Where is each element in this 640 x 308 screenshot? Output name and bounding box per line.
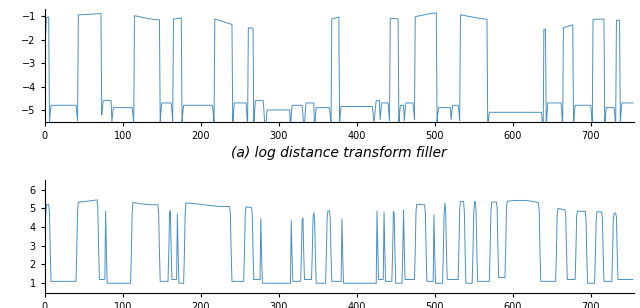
X-axis label: (a) log distance transform filler: (a) log distance transform filler <box>231 146 447 160</box>
